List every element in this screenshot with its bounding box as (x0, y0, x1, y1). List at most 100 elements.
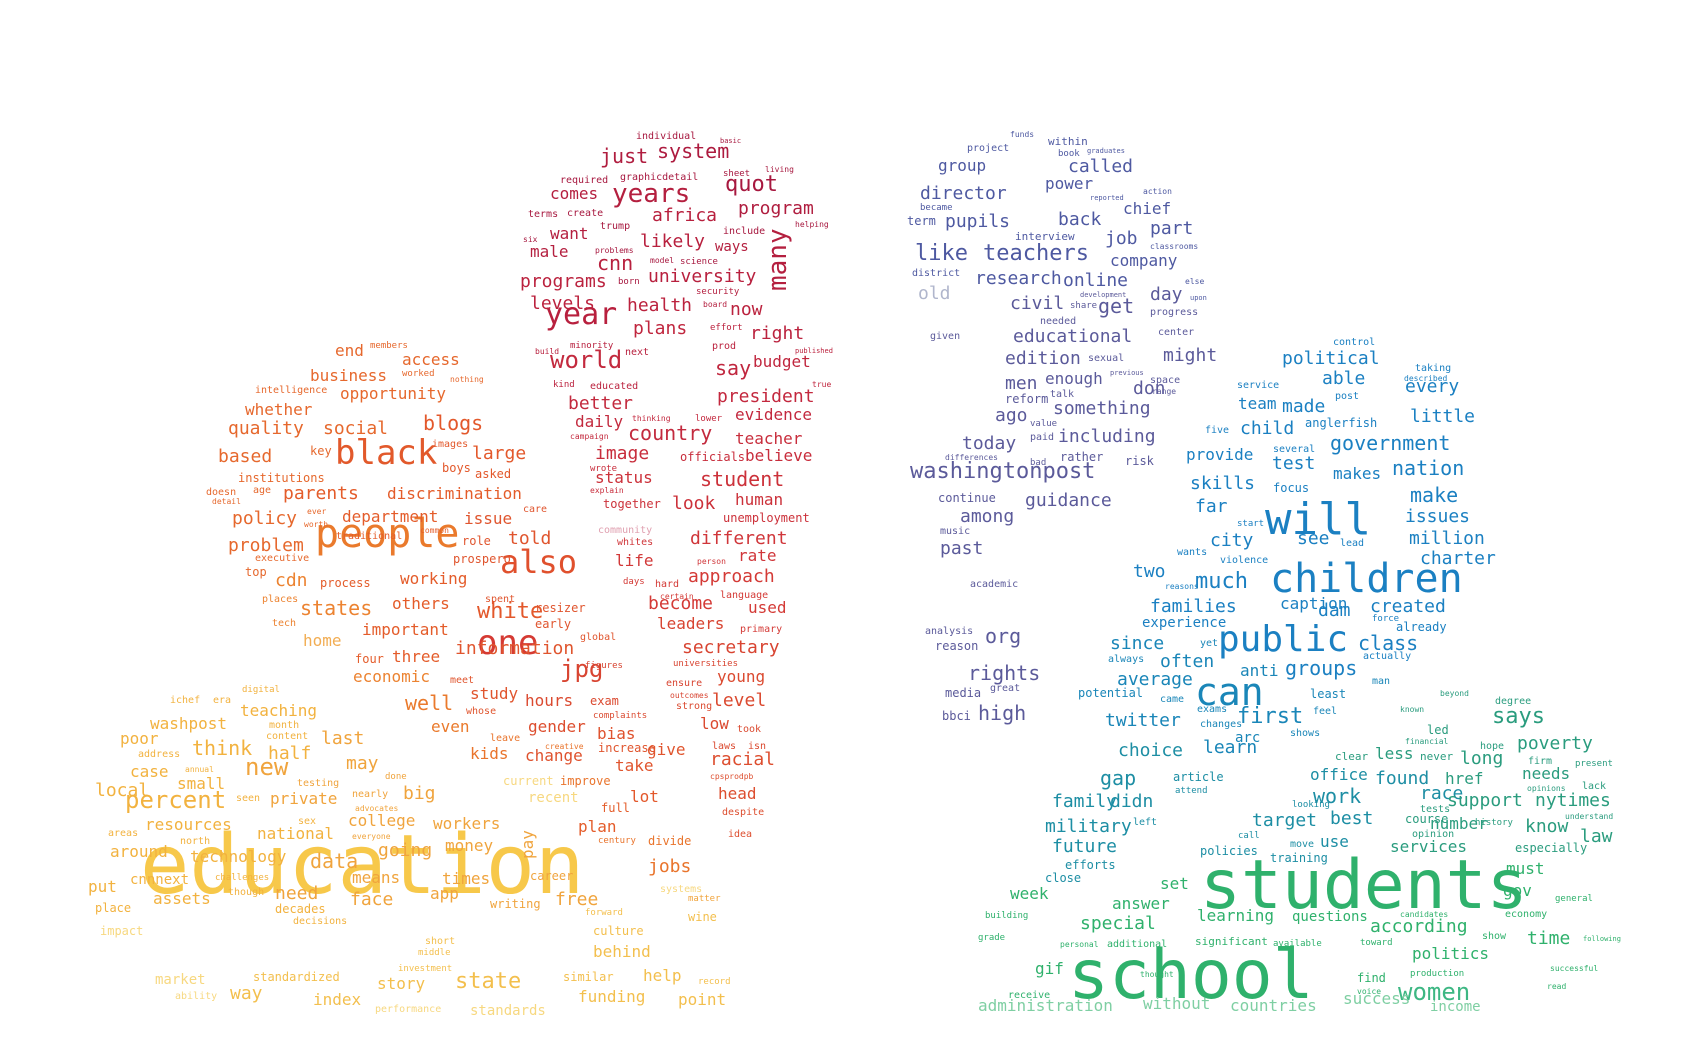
word-team: team (1238, 394, 1277, 414)
word-learning: learning (1197, 906, 1275, 926)
word-can: can (1195, 669, 1264, 714)
word-issues: issues (1405, 505, 1471, 527)
word-district: district (912, 267, 961, 279)
word-never: never (1420, 749, 1454, 763)
word-city: city (1210, 529, 1254, 551)
word-racial: racial (710, 748, 776, 770)
word-hope: hope (1480, 740, 1505, 752)
word-families: families (1150, 595, 1237, 617)
word-others: others (392, 594, 450, 614)
word-administration: administration (978, 996, 1113, 1016)
word-black: black (335, 433, 438, 474)
word-read: read (1547, 982, 1567, 992)
word-needed: needed (1040, 315, 1077, 327)
word-left: left (1133, 816, 1158, 828)
word-something: something (1053, 397, 1151, 419)
word-also: also (500, 542, 578, 581)
word-based: based (218, 445, 273, 467)
word-office: office (1310, 765, 1368, 785)
word-created: created (1370, 595, 1446, 617)
word-rather: rather (1060, 449, 1104, 464)
word-annual: annual (185, 765, 214, 775)
word-gif: gif (1035, 959, 1064, 979)
word-little: little (1410, 405, 1476, 427)
word-days: days (623, 577, 645, 588)
word-groups: groups (1285, 656, 1358, 680)
word-look: look (672, 492, 716, 514)
word-part: part (1150, 217, 1194, 239)
word-important: important (362, 620, 449, 640)
word-advocates: advocates (355, 804, 399, 814)
word-create: create (567, 207, 604, 219)
word-see: see (1297, 527, 1330, 549)
word-current: current (503, 773, 554, 788)
word-behind: behind (593, 942, 651, 962)
word-executive: executive (255, 552, 310, 564)
word-financial: financial (1405, 737, 1449, 747)
word-right: right (750, 322, 805, 344)
word-early: early (535, 616, 572, 631)
word-standards: standards (470, 1003, 546, 1020)
word-case: case (130, 762, 169, 782)
word-found: found (1375, 767, 1430, 789)
word-makes: makes (1333, 464, 1382, 484)
word-role: role (462, 533, 491, 548)
word-hard: hard (655, 578, 680, 590)
word-may: may (346, 752, 379, 774)
word-next: next (625, 346, 650, 358)
word-poor: poor (120, 729, 159, 749)
word-standardized: standardized (253, 969, 340, 984)
word-language: language (720, 589, 769, 601)
word-business: business (310, 366, 388, 386)
word-law: law (1580, 825, 1613, 847)
word-job: job (1105, 227, 1138, 249)
word-workers: workers (433, 814, 501, 834)
word-classrooms: classrooms (1150, 242, 1199, 252)
word-differences: differences (945, 453, 998, 463)
word-private: private (270, 789, 338, 809)
word-violence: violence (1220, 554, 1269, 566)
word-opinion: opinion (1412, 828, 1455, 840)
word-bias: bias (597, 724, 636, 744)
word-gender: gender (528, 717, 586, 737)
word-well: well (405, 691, 454, 715)
word-set: set (1160, 874, 1189, 894)
word-key: key (310, 443, 332, 458)
word-health: health (627, 294, 693, 316)
word-known: known (1400, 705, 1425, 715)
word-provide: provide (1186, 445, 1254, 465)
word-will: will (1265, 493, 1371, 545)
word-additional: additional (1107, 938, 1168, 950)
word-laws: laws (712, 740, 737, 752)
word-times: times (442, 869, 491, 889)
word-support: support (1447, 789, 1523, 811)
word-cnn: cnn (597, 251, 634, 275)
word-must: must (1506, 859, 1545, 879)
word-caption: caption (1280, 594, 1348, 614)
word-sex: sex (298, 815, 317, 827)
word-able: able (1322, 367, 1366, 389)
word-trump: trump (600, 220, 631, 232)
word-testing: testing (297, 777, 340, 789)
word-actually: actually (1363, 650, 1412, 662)
word-social: social (323, 417, 389, 439)
word-age: age (253, 484, 272, 496)
word-school: school (1068, 936, 1314, 1016)
word-basic: basic (720, 137, 742, 146)
word-cpsprodpb: cpsprodpb (710, 772, 754, 782)
word-number: number (1430, 814, 1488, 834)
word-without: without (1143, 994, 1211, 1014)
word-wine: wine (688, 909, 717, 924)
word-several: several (1273, 443, 1316, 455)
word-long: long (1460, 747, 1504, 769)
word-ability: ability (175, 990, 218, 1002)
word-far: far (1195, 495, 1228, 517)
word-approach: approach (688, 565, 775, 587)
word-budget: budget (753, 352, 811, 372)
word-whites: whites (617, 536, 654, 548)
word-bad: bad (1030, 458, 1047, 469)
word-old: old (918, 282, 951, 304)
word-matter: matter (688, 894, 721, 905)
word-thought: thought (1140, 970, 1174, 980)
